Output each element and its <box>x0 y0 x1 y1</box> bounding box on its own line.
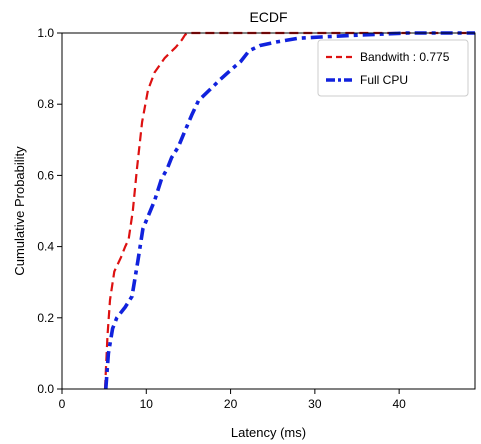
y-tick-label: 0.6 <box>37 168 54 182</box>
y-tick-label: 0.8 <box>37 97 54 111</box>
legend: Bandwith : 0.775 Full CPU <box>317 39 469 97</box>
x-tick-label: 10 <box>140 397 154 411</box>
x-tick-label: 30 <box>308 397 322 411</box>
y-axis-label: Cumulative Probability <box>12 146 27 276</box>
x-axis-label: Latency (ms) <box>231 425 306 440</box>
y-tick-label: 1.0 <box>37 26 54 40</box>
y-tick-label: 0.4 <box>37 240 54 254</box>
legend-box <box>317 39 469 97</box>
legend-label-0: Bandwith : 0.775 <box>360 50 450 64</box>
chart-title: ECDF <box>249 9 287 25</box>
legend-label-1: Full CPU <box>360 73 408 87</box>
plot-frame <box>61 32 476 390</box>
x-tick-label: 0 <box>59 397 66 411</box>
axis-ticks: 0 10 20 30 40 0.0 0.2 0.4 0.6 0.8 1.0 <box>37 26 406 411</box>
series-line-0 <box>103 31 475 390</box>
y-tick-label: 0.2 <box>37 311 54 325</box>
y-tick-label: 0.0 <box>37 382 54 396</box>
x-tick-label: 40 <box>392 397 406 411</box>
x-tick-label: 20 <box>224 397 238 411</box>
plot-area <box>103 31 475 390</box>
